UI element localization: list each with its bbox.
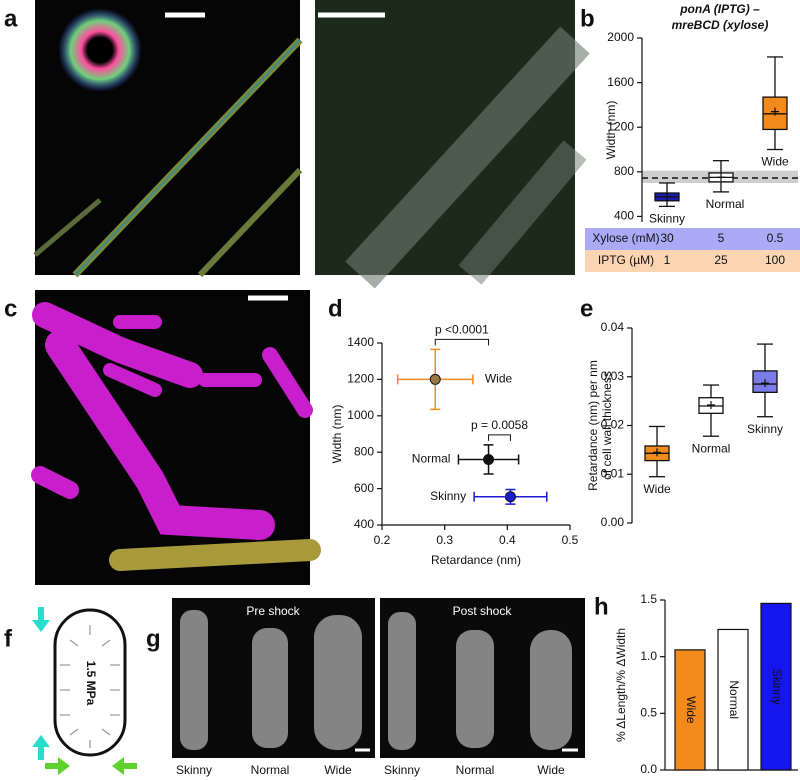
- y-tick-label: 600: [354, 481, 374, 495]
- y-tick-label: 0.00: [601, 515, 625, 529]
- series-label: Wide: [643, 482, 671, 496]
- panel-letter: g: [146, 625, 161, 652]
- mean-marker: [717, 173, 725, 182]
- series-label: Skinny: [747, 422, 783, 436]
- mean-marker: [663, 192, 671, 201]
- cell-diagram: 1.5 MPa: [32, 607, 137, 775]
- shock-title: Pre shock: [246, 604, 300, 618]
- y-tick-label: 0.02: [601, 418, 625, 432]
- table-cell: 25: [714, 253, 728, 267]
- p-value: p = 0.0058: [471, 418, 528, 432]
- chart-title: ponA (IPTG) –: [679, 2, 760, 16]
- image-c: [31, 290, 321, 585]
- cell-caption: Wide: [537, 763, 565, 777]
- panel-letter: h: [594, 593, 609, 620]
- y-tick-label: 400: [614, 209, 634, 223]
- significance-bracket: [488, 434, 511, 441]
- mean-marker: [771, 107, 779, 116]
- significance-bracket: [434, 338, 490, 346]
- y-tick-label: 0.01: [601, 466, 625, 480]
- cell-caption: Wide: [324, 763, 352, 777]
- y-axis-label: Width (nm): [604, 101, 618, 160]
- bar: [674, 649, 706, 771]
- cell-caption: Skinny: [384, 763, 420, 777]
- shock-title: Post shock: [453, 604, 513, 618]
- y-tick-label: 0.04: [601, 320, 625, 334]
- x-tick-label: 0.5: [562, 533, 579, 547]
- y-tick-label: 800: [354, 444, 374, 458]
- cell-caption: Skinny: [176, 763, 212, 777]
- table-cell: 5: [718, 231, 725, 245]
- y-tick-label: 1.0: [640, 649, 657, 663]
- y-tick-label: 1600: [607, 75, 634, 89]
- y-tick-label: 1200: [607, 119, 634, 133]
- p-value: p <0.0001: [435, 323, 489, 337]
- y-axis-label: of cell wall thickness: [600, 371, 614, 480]
- pressure-label: 1.5 MPa: [84, 661, 98, 706]
- point-label: Skinny: [430, 489, 466, 503]
- y-tick-label: 400: [354, 517, 374, 531]
- y-tick-label: 2000: [607, 30, 634, 44]
- image-a-right: [315, 0, 590, 289]
- x-axis-label: Retardance (nm): [431, 553, 521, 567]
- panel-letter: b: [580, 5, 595, 32]
- panel-letter: f: [4, 625, 13, 652]
- table-row: [585, 250, 800, 272]
- series-label: Normal: [706, 197, 745, 211]
- y-tick-label: 1.5: [640, 592, 657, 606]
- panel-letter: e: [580, 295, 593, 322]
- table-cell: 30: [660, 231, 674, 245]
- point: [504, 491, 516, 503]
- y-tick-label: 1200: [347, 372, 374, 386]
- point: [483, 453, 495, 465]
- bar-label: Wide: [684, 696, 698, 724]
- mean-marker: [707, 401, 715, 410]
- table-row: [585, 228, 800, 250]
- y-axis-label: Width (nm): [330, 405, 344, 464]
- point: [429, 373, 441, 385]
- y-tick-label: 0.5: [640, 706, 657, 720]
- table-row-label: Xylose (mM): [592, 231, 659, 245]
- cell-captions: Skinny Normal Wide Skinny Normal Wide: [176, 763, 565, 777]
- x-tick-label: 0.3: [436, 533, 453, 547]
- y-tick-label: 1000: [347, 408, 374, 422]
- chart-title: mreBCD (xylose): [672, 18, 769, 32]
- bar-label: Normal: [727, 680, 741, 719]
- image-g: Pre shock Post shock: [172, 598, 585, 758]
- table-cell: 100: [765, 253, 785, 267]
- point-label: Wide: [485, 372, 513, 386]
- y-tick-label: 800: [614, 164, 634, 178]
- series-label: Skinny: [649, 212, 685, 226]
- cell-caption: Normal: [251, 763, 290, 777]
- table-cell: 0.5: [767, 231, 784, 245]
- cell-caption: Normal: [456, 763, 495, 777]
- table-row-label: IPTG (µM): [598, 253, 654, 267]
- y-axis-label: % ΔLength/% ΔWidth: [614, 628, 628, 742]
- bar: [717, 628, 749, 771]
- bar-label: Skinny: [770, 669, 784, 705]
- panel-letter: a: [4, 5, 18, 32]
- x-tick-label: 0.4: [499, 533, 516, 547]
- panel-letter: d: [328, 295, 343, 322]
- x-tick-label: 0.2: [374, 533, 391, 547]
- point-label: Normal: [412, 452, 451, 466]
- y-tick-label: 1400: [347, 335, 374, 349]
- panel-letter: c: [4, 295, 17, 322]
- bar: [760, 602, 792, 771]
- y-tick-label: 0.03: [601, 369, 625, 383]
- y-axis-label: Retardance (nm) per nm: [586, 360, 600, 491]
- mean-marker: [761, 379, 769, 388]
- table-cell: 1: [664, 253, 671, 267]
- series-label: Normal: [692, 441, 731, 455]
- image-a-left: [33, 0, 303, 278]
- mean-marker: [653, 448, 661, 457]
- series-label: Wide: [761, 155, 789, 169]
- y-tick-label: 0.0: [640, 762, 657, 776]
